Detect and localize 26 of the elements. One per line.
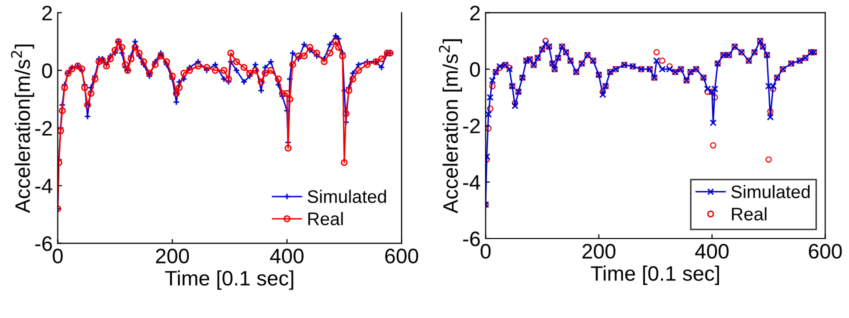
y-tick-label: 2 (470, 6, 480, 20)
y-tick-label: 0 (470, 62, 480, 77)
x-tick-label: 600 (808, 244, 842, 259)
y-tick-label: -4 (35, 178, 52, 194)
y-tick-label: 0 (42, 63, 52, 78)
y-tick-label: -2 (463, 118, 480, 134)
x-tick-label: 0 (52, 248, 63, 264)
y-tick-label: -6 (463, 232, 480, 246)
legend-label: Simulated (308, 190, 386, 204)
y-tick-label: -4 (463, 175, 480, 190)
legend-label: Real (732, 207, 766, 220)
x-tick-label: 200 (156, 248, 189, 264)
x-tick-label: 600 (385, 248, 418, 264)
y-axis-title: Acceleration[m/s$^{2}$] (11, 44, 34, 213)
y-tick-label: 2 (42, 6, 52, 20)
legend-label: Real (308, 212, 343, 226)
x-tick-label: 400 (695, 244, 729, 259)
y-tick-label: -6 (35, 236, 52, 252)
x-tick-label: 400 (270, 248, 304, 264)
legend-label: Simulated (731, 184, 810, 198)
y-axis-title: Acceleration [m/s$^{2}$] (438, 39, 462, 214)
x-axis-title: Time [0.1 sec] (590, 266, 719, 285)
x-axis-title: Time [0.1 sec] (165, 270, 294, 290)
x-tick-label: 200 (582, 244, 616, 259)
x-tick-label: 0 (480, 244, 491, 259)
y-tick-label: -2 (35, 120, 52, 136)
